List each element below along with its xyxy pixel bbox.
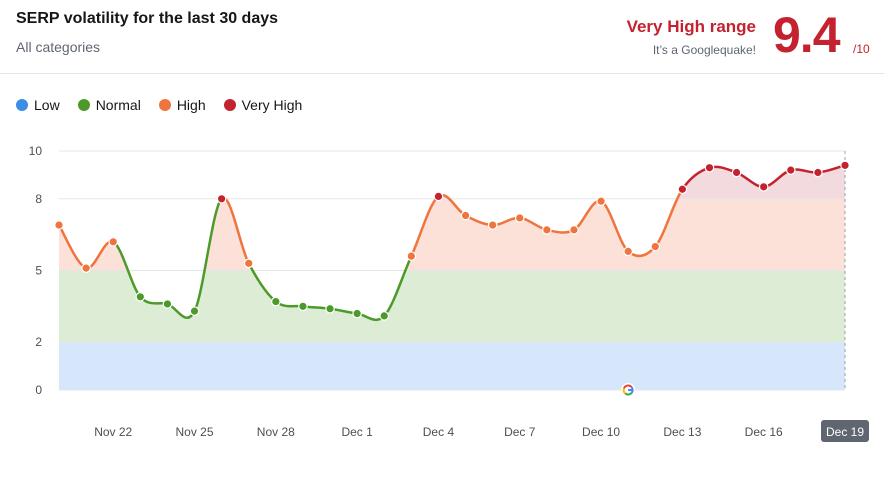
data-point: [216, 194, 227, 204]
data-point: [325, 303, 335, 314]
data-point: [406, 251, 417, 261]
x-tick-label: Dec 13: [663, 425, 701, 439]
data-point: [352, 308, 362, 319]
data-point: [677, 184, 688, 195]
chart-title: SERP volatility for the last 30 days: [16, 10, 279, 27]
google-icon-arc: [630, 386, 634, 394]
legend-item-normal[interactable]: Normal: [77, 97, 141, 113]
legend-label-very-high: Very High: [241, 97, 303, 113]
data-point: [785, 165, 796, 175]
y-tick-label: 5: [35, 264, 42, 278]
range-summary: Very High range It’s a Googlequake!: [627, 17, 756, 57]
x-tick-label: Dec 4: [423, 425, 455, 439]
category-filter[interactable]: All categories: [16, 39, 101, 55]
y-tick-label: 2: [35, 335, 42, 349]
data-point: [758, 182, 769, 192]
data-point: [840, 160, 850, 171]
volatility-score-max: /10: [853, 42, 870, 56]
range-subtitle: It’s a Googlequake!: [652, 43, 756, 57]
data-point: [460, 210, 471, 221]
chart-legend: Low Normal High Very High: [16, 97, 302, 113]
data-point: [514, 213, 525, 223]
legend-dot-low: [16, 99, 28, 111]
x-tick-label: Dec 10: [582, 425, 620, 439]
data-point: [189, 306, 200, 316]
band-high: [59, 198, 845, 271]
legend-item-high[interactable]: High: [158, 97, 206, 113]
google-icon-arc: [623, 384, 633, 389]
data-point: [108, 237, 119, 247]
x-tick-label: Nov 28: [257, 425, 295, 439]
band-low: [59, 342, 845, 390]
data-point: [433, 191, 444, 202]
data-point: [596, 196, 606, 206]
data-point: [271, 296, 281, 307]
legend-label-low: Low: [34, 97, 60, 113]
x-tick-label: Dec 16: [745, 425, 783, 439]
data-point: [813, 167, 823, 178]
legend-item-low[interactable]: Low: [16, 97, 60, 113]
data-point: [135, 291, 146, 302]
legend-item-very-high[interactable]: Very High: [223, 97, 303, 113]
data-point: [542, 225, 552, 235]
series-line-segment: [193, 197, 223, 313]
data-point: [81, 263, 91, 273]
range-title: Very High range: [626, 17, 756, 36]
data-point: [243, 258, 254, 269]
x-tick-label: Dec 19: [826, 425, 864, 439]
x-tick-label: Dec 7: [504, 425, 536, 439]
data-point: [379, 311, 390, 321]
x-tick-highlight: Dec 19: [821, 420, 869, 442]
legend-dot-very-high: [223, 99, 236, 111]
legend-label-normal: Normal: [95, 97, 141, 113]
data-point: [162, 299, 173, 309]
band-very-high: [59, 165, 845, 199]
y-tick-label: 0: [35, 383, 42, 397]
volatility-score: 9.4: [773, 7, 841, 63]
x-tick-highlight-bg: [821, 420, 869, 442]
x-tick-label: Nov 22: [94, 425, 132, 439]
google-icon-arc: [622, 388, 627, 395]
data-point: [298, 301, 308, 312]
data-point: [623, 246, 633, 257]
chart-header: SERP volatility for the last 30 days All…: [0, 0, 884, 74]
data-point: [650, 241, 661, 252]
x-tick-label: Dec 1: [341, 425, 373, 439]
data-point: [704, 162, 715, 173]
band-normal: [59, 270, 845, 343]
google-g-icon[interactable]: [621, 383, 636, 397]
data-point: [731, 167, 742, 178]
legend-dot-normal: [77, 99, 90, 111]
google-icon-arc: [624, 392, 633, 396]
data-point: [487, 220, 498, 230]
y-tick-label: 8: [35, 192, 42, 206]
data-point: [569, 225, 579, 235]
legend-dot-high: [158, 99, 171, 111]
x-tick-label: Nov 25: [176, 425, 214, 439]
y-tick-label: 10: [29, 144, 43, 158]
legend-label-high: High: [176, 97, 206, 113]
band-areas: [59, 165, 845, 390]
data-point: [54, 220, 64, 230]
